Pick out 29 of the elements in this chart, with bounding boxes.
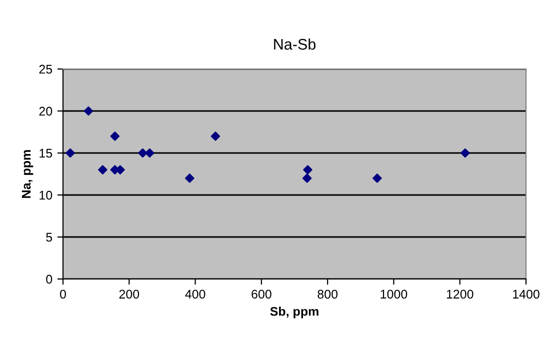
x-tick-label: 400 [185, 290, 206, 299]
point [302, 174, 312, 183]
point [460, 148, 470, 158]
point [303, 165, 312, 174]
y-tick-label: 15 [40, 148, 52, 158]
x-tick-label: 1200 [446, 290, 474, 299]
point [110, 132, 120, 141]
y-tick-label: 0 [46, 274, 52, 284]
chart-title: Na-Sb [274, 38, 316, 50]
x-tick-label: 0 [60, 290, 66, 299]
point [138, 148, 148, 158]
y-tick-label: 10 [40, 190, 52, 200]
point [84, 106, 94, 116]
point [66, 148, 75, 158]
x-tick-label: 800 [318, 290, 338, 299]
point [185, 174, 194, 183]
x-axis-title: Sb, ppm [270, 306, 318, 318]
y-tick-label: 20 [39, 106, 52, 116]
y-tick-label: 5 [46, 232, 52, 242]
y-tick-label: 25 [39, 64, 52, 74]
point [145, 148, 154, 158]
x-tick-label: 1400 [513, 290, 540, 299]
point [372, 174, 382, 183]
x-tick-label: 200 [119, 290, 140, 299]
y-axis-title: Na, ppm [22, 150, 34, 198]
x-tick-label: 1000 [380, 290, 408, 299]
x-tick-label: 600 [252, 290, 272, 299]
point [98, 165, 108, 174]
point [210, 132, 220, 141]
